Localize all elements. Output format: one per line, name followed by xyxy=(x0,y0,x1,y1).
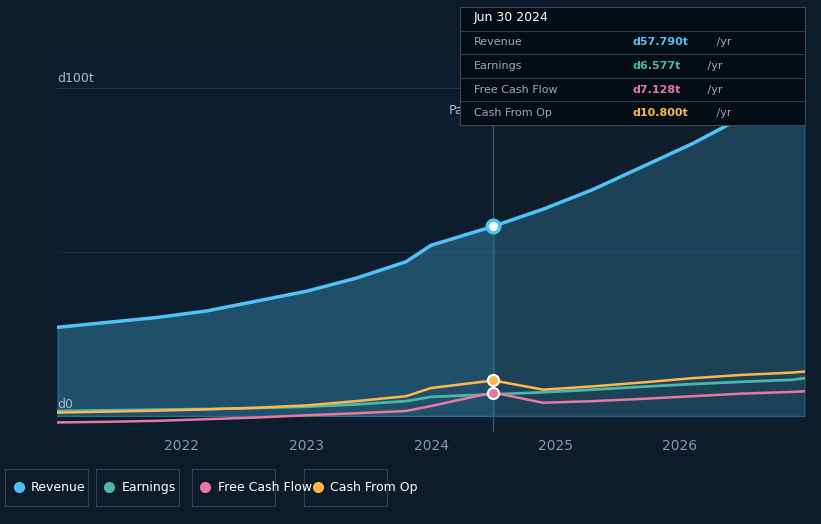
Text: d6.577t: d6.577t xyxy=(632,61,681,71)
Text: d100t: d100t xyxy=(57,72,94,84)
Text: Cash From Op: Cash From Op xyxy=(474,108,552,118)
Text: d7.128t: d7.128t xyxy=(632,84,681,95)
Text: Earnings: Earnings xyxy=(474,61,522,71)
Text: Earnings: Earnings xyxy=(122,481,176,494)
Text: /yr: /yr xyxy=(704,84,722,95)
Text: Free Cash Flow: Free Cash Flow xyxy=(474,84,557,95)
Text: d57.790t: d57.790t xyxy=(632,37,689,47)
Text: /yr: /yr xyxy=(713,108,732,118)
Text: Revenue: Revenue xyxy=(31,481,85,494)
Bar xyxy=(493,55,805,432)
Text: Analysts Forecasts: Analysts Forecasts xyxy=(512,104,628,117)
Text: Cash From Op: Cash From Op xyxy=(330,481,417,494)
Text: Revenue: Revenue xyxy=(474,37,522,47)
Text: d0: d0 xyxy=(57,398,73,411)
Text: Free Cash Flow: Free Cash Flow xyxy=(218,481,312,494)
Text: Past: Past xyxy=(448,104,475,117)
Text: Jun 30 2024: Jun 30 2024 xyxy=(474,11,548,24)
Text: /yr: /yr xyxy=(713,37,732,47)
Bar xyxy=(57,55,493,432)
Text: d10.800t: d10.800t xyxy=(632,108,688,118)
Text: /yr: /yr xyxy=(704,61,722,71)
